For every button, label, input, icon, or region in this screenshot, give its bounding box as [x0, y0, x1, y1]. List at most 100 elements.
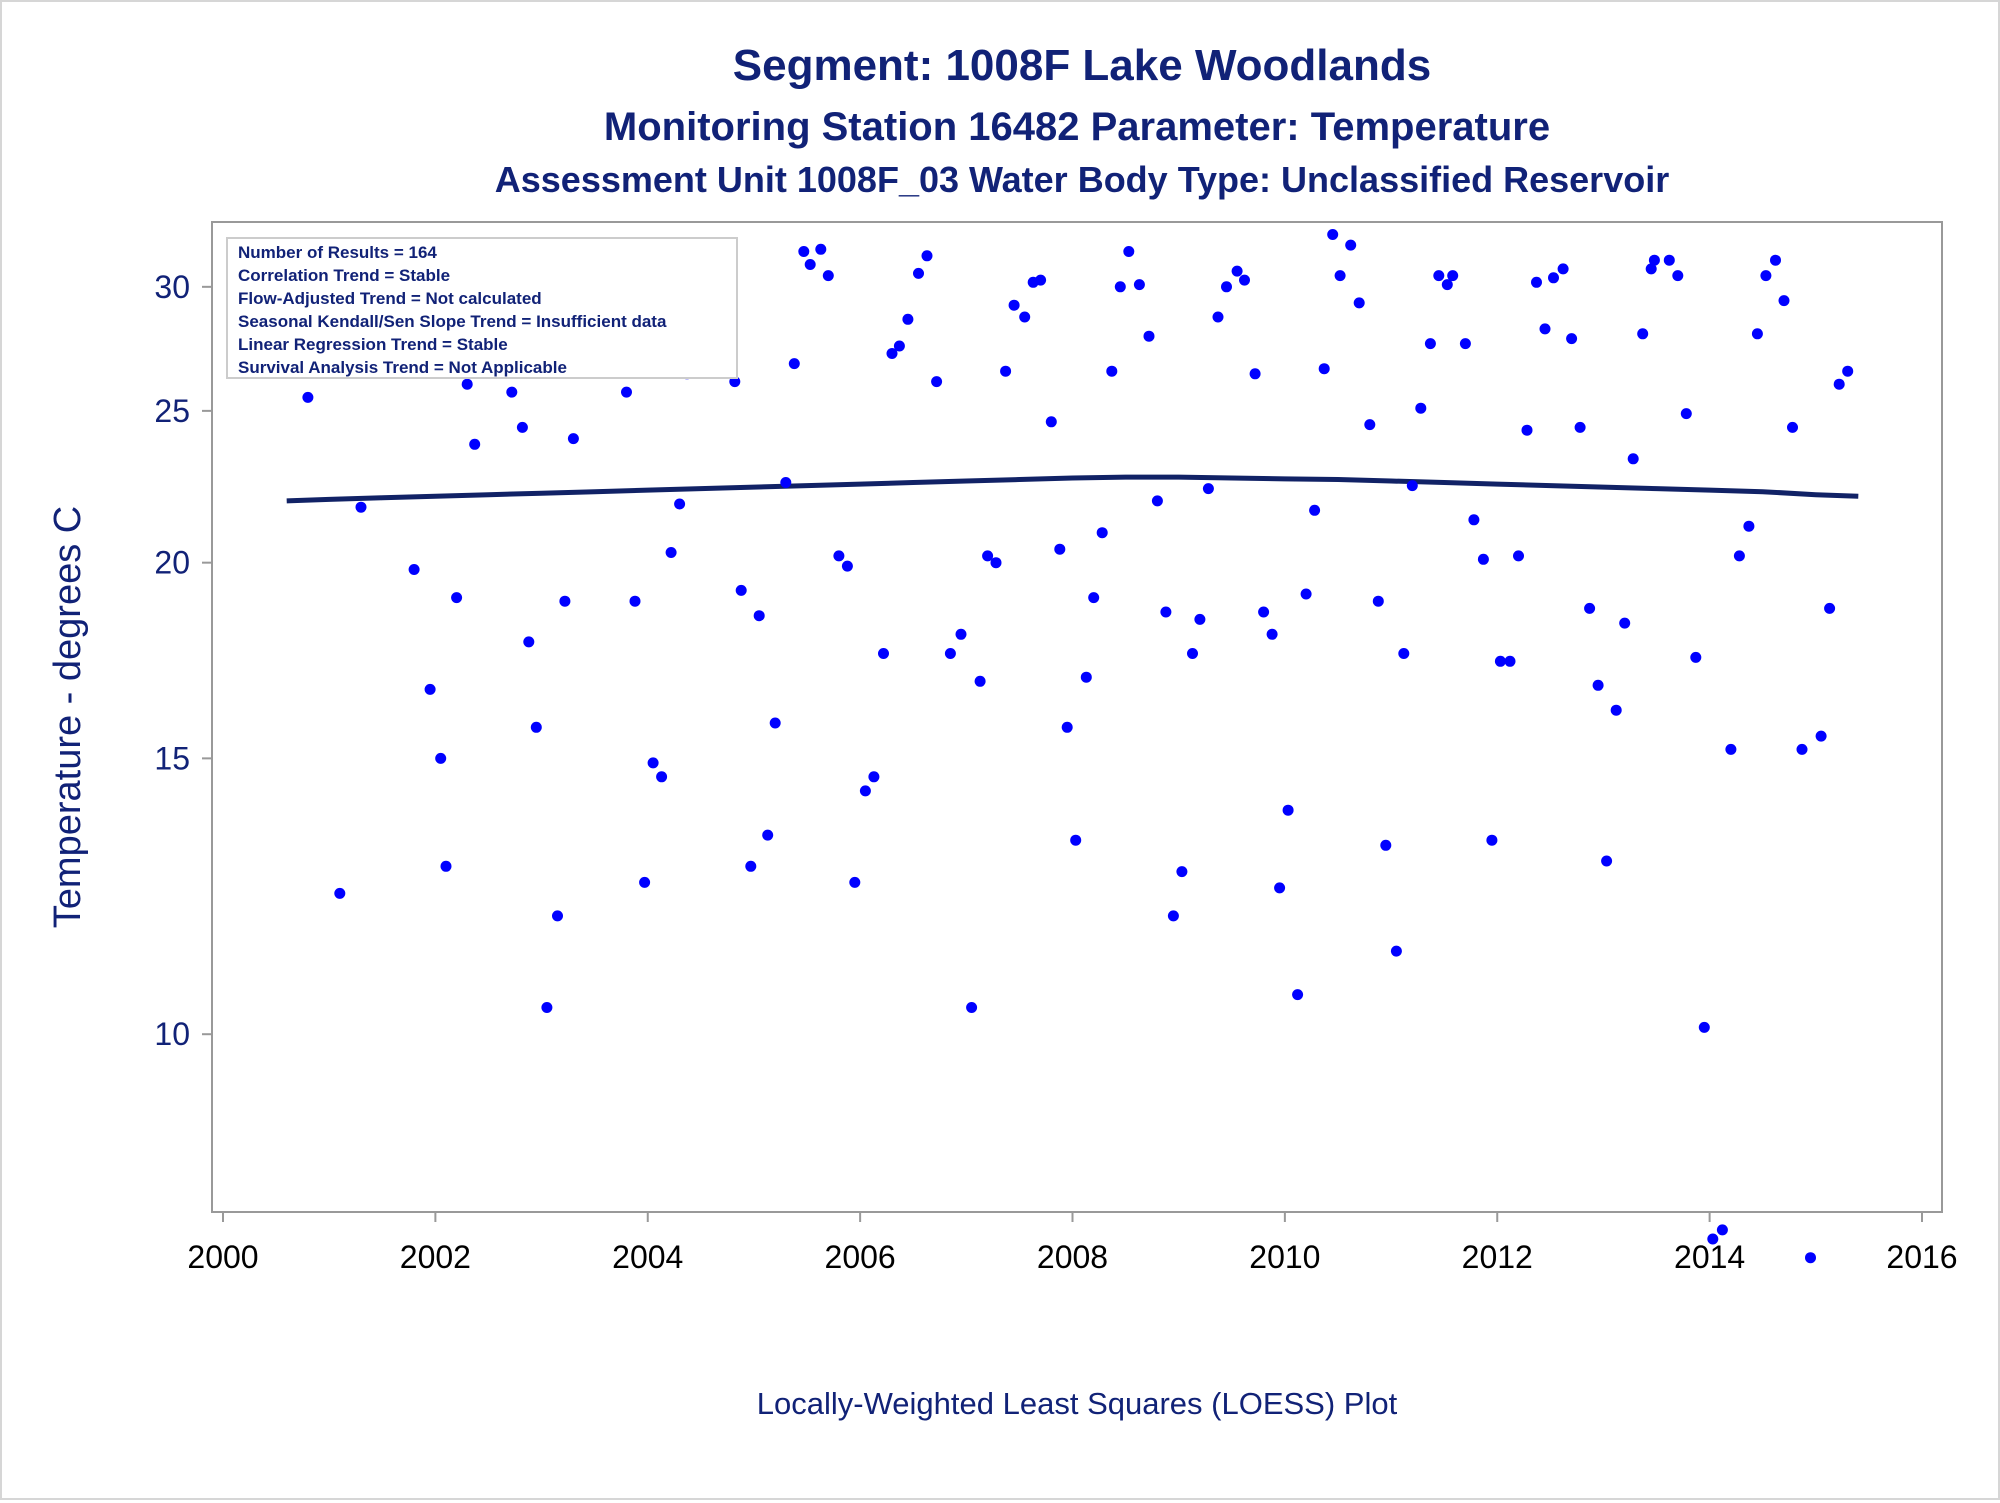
data-point [1415, 402, 1427, 414]
data-point [1390, 945, 1402, 957]
data-point [516, 421, 528, 433]
data-point [921, 250, 933, 262]
data-point [1249, 368, 1261, 380]
data-point [745, 860, 757, 872]
trend-info-line-4: Seasonal Kendall/Sen Slope Trend = Insuf… [238, 312, 667, 331]
data-point [769, 717, 781, 729]
loess-curve [286, 474, 1859, 504]
data-point [1380, 839, 1392, 851]
data-point [1088, 592, 1100, 604]
data-point [1725, 743, 1737, 755]
y-tick-label: 10 [154, 1016, 190, 1052]
data-point [1160, 606, 1172, 618]
data-point [1690, 651, 1702, 663]
data-point [1468, 514, 1480, 526]
data-point [1202, 483, 1214, 495]
y-tick-label: 25 [154, 393, 190, 429]
data-point [656, 771, 668, 783]
data-point [1557, 263, 1569, 275]
data-point [822, 270, 834, 282]
x-tick-label: 2000 [187, 1239, 258, 1275]
data-point [859, 785, 871, 797]
data-point [1266, 628, 1278, 640]
data-point [1433, 270, 1445, 282]
data-point [1627, 453, 1639, 465]
data-point [1258, 606, 1270, 618]
data-point [1239, 274, 1250, 286]
data-point [1574, 421, 1586, 433]
data-point [788, 358, 800, 370]
x-tick-label: 2014 [1674, 1239, 1745, 1275]
data-point [541, 1002, 553, 1013]
data-point [530, 721, 542, 733]
data-point [1080, 671, 1092, 683]
data-point [1221, 281, 1232, 293]
data-point [1539, 323, 1551, 335]
trend-info-line-2: Correlation Trend = Stable [238, 266, 450, 285]
data-point [1592, 679, 1604, 691]
data-point [567, 433, 579, 445]
data-point [1300, 588, 1312, 600]
data-point [841, 560, 853, 572]
data-point [1000, 365, 1012, 377]
data-point [1619, 617, 1631, 629]
chart-subtitle-2: Assessment Unit 1008F_03 Water Body Type… [495, 159, 1669, 200]
data-point [665, 547, 677, 558]
data-point [647, 757, 659, 769]
data-point [1637, 328, 1649, 340]
data-point [1584, 602, 1596, 614]
y-axis-label: Temperature - degrees C [47, 506, 89, 928]
data-point [804, 259, 816, 270]
data-point [931, 376, 943, 388]
data-point [1842, 365, 1854, 377]
data-point [639, 876, 651, 888]
data-point [1716, 1224, 1728, 1236]
data-point [1531, 276, 1542, 288]
data-point [1743, 520, 1755, 532]
data-point [1008, 299, 1020, 311]
data-point [1035, 274, 1047, 286]
data-point [469, 438, 481, 450]
data-point [982, 550, 994, 562]
data-point [849, 876, 861, 888]
data-point [1751, 328, 1763, 340]
x-tick-label: 2004 [612, 1239, 683, 1275]
data-point [798, 246, 810, 257]
data-point [629, 595, 641, 607]
data-point [1663, 254, 1675, 266]
data-point [355, 501, 367, 513]
data-point [1566, 333, 1578, 345]
data-point [408, 564, 420, 575]
data-point [1648, 254, 1660, 266]
data-point [1833, 378, 1845, 390]
data-point [1114, 281, 1126, 293]
data-point [1548, 272, 1559, 284]
data-point [1406, 480, 1418, 492]
trend-info-box-border [226, 237, 738, 379]
plot-area-border [211, 221, 1943, 1213]
data-point [1494, 655, 1506, 667]
data-point [1645, 263, 1657, 275]
data-point [1778, 295, 1790, 307]
data-point [1424, 338, 1436, 350]
data-point [1123, 246, 1135, 257]
data-point [1327, 229, 1339, 240]
data-point [1441, 279, 1453, 291]
y-tick-label: 20 [154, 545, 190, 581]
data-point [1061, 721, 1073, 733]
data-point [878, 648, 889, 659]
data-point [1292, 989, 1304, 1001]
data-point [559, 595, 571, 607]
data-point [1805, 1252, 1816, 1264]
data-point [1274, 882, 1286, 894]
x-tick-label: 2010 [1249, 1239, 1320, 1275]
data-point [1477, 553, 1489, 565]
data-point [1282, 804, 1294, 816]
data-point [302, 391, 314, 403]
data-point [868, 771, 880, 783]
points-layer [278, 229, 1854, 1264]
data-point [1770, 254, 1781, 266]
data-point [893, 340, 905, 352]
